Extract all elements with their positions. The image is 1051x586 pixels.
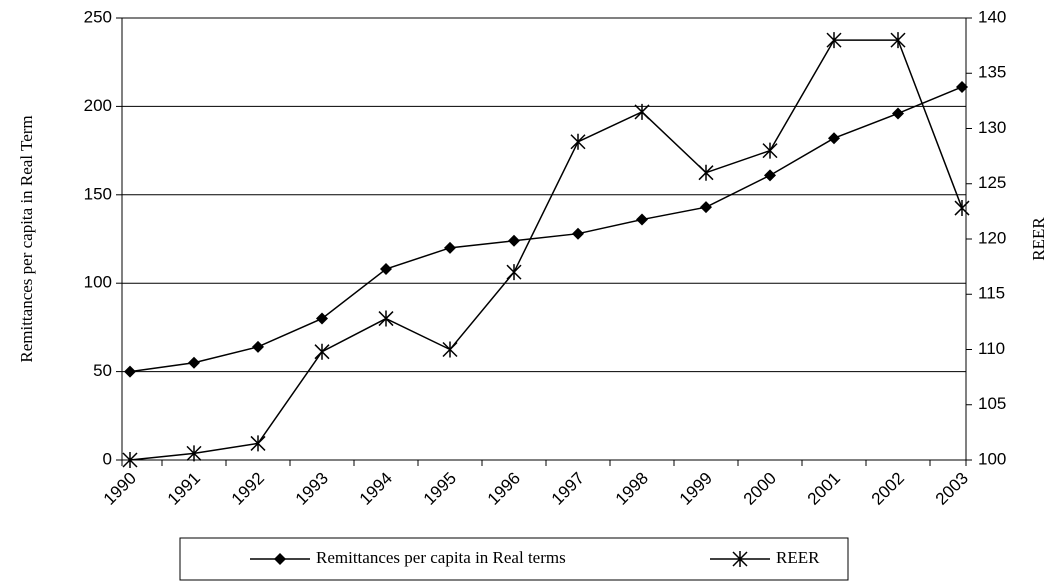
legend-label: REER xyxy=(776,548,820,567)
point xyxy=(378,310,394,327)
x-tick-label: 1990 xyxy=(100,469,140,509)
y2-tick-label: 135 xyxy=(978,63,1006,82)
x-tick-label: 2001 xyxy=(804,469,844,509)
point xyxy=(892,107,904,120)
x-tick-label: 1991 xyxy=(164,469,204,509)
y-tick-label: 150 xyxy=(84,184,112,203)
legend-label: Remittances per capita in Real terms xyxy=(316,548,566,567)
y2-tick-label: 100 xyxy=(978,449,1006,468)
point xyxy=(122,452,138,468)
point xyxy=(826,32,842,49)
y-axis-label: Remittances per capita in Real Term xyxy=(17,115,36,362)
point xyxy=(570,133,586,150)
point xyxy=(762,142,778,159)
series-line xyxy=(129,86,963,373)
legend-marker xyxy=(274,553,286,565)
y-tick-label: 0 xyxy=(103,449,112,468)
point xyxy=(506,264,522,281)
point xyxy=(186,445,202,462)
point xyxy=(314,343,330,360)
x-tick-label: 1994 xyxy=(356,469,396,509)
point xyxy=(188,356,200,369)
point xyxy=(956,80,968,93)
point xyxy=(444,241,456,254)
x-tick-label: 2002 xyxy=(868,469,908,509)
point xyxy=(828,132,840,145)
point xyxy=(700,201,712,214)
x-tick-label: 1992 xyxy=(228,469,268,509)
point xyxy=(636,213,648,226)
point xyxy=(316,312,328,325)
y2-tick-label: 140 xyxy=(978,7,1006,26)
point xyxy=(380,263,392,276)
point xyxy=(250,435,266,452)
y-tick-label: 50 xyxy=(93,361,112,380)
x-tick-label: 1993 xyxy=(292,469,332,509)
legend-marker xyxy=(732,551,748,567)
point xyxy=(698,164,714,181)
legend-box xyxy=(179,537,849,581)
point xyxy=(572,227,584,240)
y2-tick-label: 110 xyxy=(978,339,1005,358)
y2-tick-label: 105 xyxy=(978,394,1006,413)
point xyxy=(442,341,458,358)
y2-tick-label: 115 xyxy=(978,284,1005,303)
point xyxy=(252,340,264,353)
y-tick-label: 200 xyxy=(84,96,112,115)
series-line xyxy=(129,39,963,461)
y-tick-label: 100 xyxy=(84,273,112,292)
x-tick-label: 1999 xyxy=(676,469,716,509)
x-tick-label: 1998 xyxy=(612,469,652,509)
point xyxy=(124,365,136,378)
point xyxy=(954,200,970,217)
point xyxy=(508,234,520,247)
y2-tick-label: 130 xyxy=(978,118,1006,137)
x-tick-label: 2000 xyxy=(740,469,780,509)
y-tick-label: 250 xyxy=(84,7,112,26)
point xyxy=(890,32,906,49)
x-tick-label: 1996 xyxy=(484,469,524,509)
point xyxy=(764,169,776,182)
y2-tick-label: 125 xyxy=(978,173,1006,192)
x-tick-label: 1995 xyxy=(420,469,460,509)
x-tick-label: 1997 xyxy=(548,469,588,509)
y2-axis-label: REER xyxy=(1029,217,1048,261)
point xyxy=(634,103,650,120)
x-tick-label: 2003 xyxy=(932,469,972,509)
y2-tick-label: 120 xyxy=(978,228,1006,247)
